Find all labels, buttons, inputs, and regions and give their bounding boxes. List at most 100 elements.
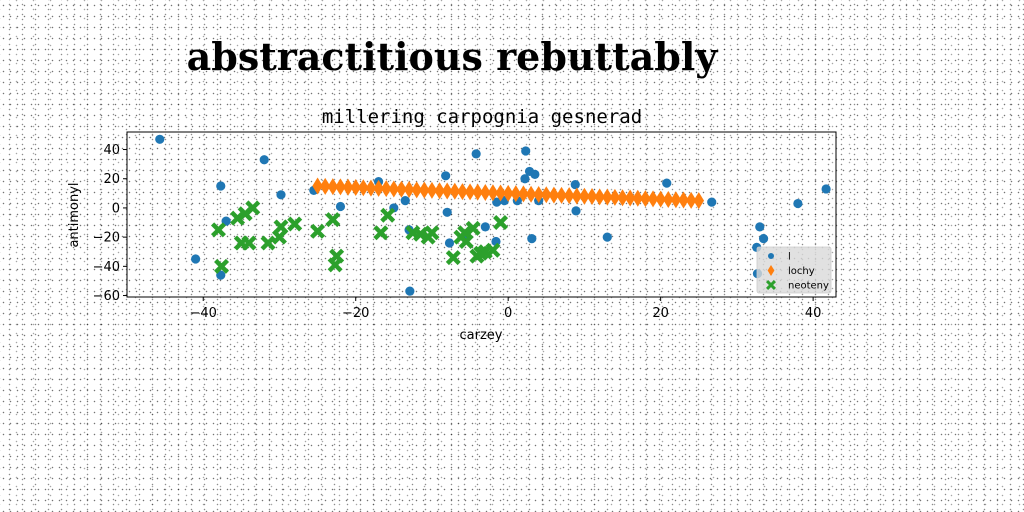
lochy-point	[396, 180, 407, 198]
neoteny-point	[214, 258, 230, 274]
neoteny-point	[373, 225, 389, 241]
lochy-point	[670, 191, 682, 209]
l-point	[821, 184, 831, 194]
lochy-point	[632, 189, 644, 207]
neoteny-point	[260, 235, 276, 251]
chart-title: millering carpognia gesnerad	[322, 106, 642, 128]
lochy-point	[312, 177, 323, 195]
l-point	[480, 222, 490, 232]
series-neoteny	[210, 200, 509, 274]
lochy-point	[655, 190, 666, 208]
lochy-point	[579, 187, 590, 205]
neoteny-point	[325, 212, 341, 228]
lochy-point	[647, 190, 659, 208]
l-point	[793, 198, 803, 209]
l-point	[758, 233, 769, 244]
lochy-point	[449, 182, 461, 200]
lochy-point	[617, 189, 628, 207]
lochy-point	[609, 188, 621, 206]
lochy-point	[556, 186, 567, 204]
lochy-point	[403, 181, 415, 199]
neoteny-point	[241, 235, 257, 251]
lochy-point	[472, 183, 483, 201]
x-tick-label: −40	[190, 306, 217, 321]
legend-label: l	[788, 252, 791, 263]
neoteny-point	[493, 215, 509, 231]
neoteny-point	[329, 248, 345, 264]
y-tick-label: 20	[103, 172, 120, 187]
legend-label: neoteny	[788, 281, 829, 292]
lochy-point	[373, 179, 384, 197]
lochy-point	[411, 181, 422, 199]
lochy-point	[358, 179, 369, 197]
lochy-point	[319, 177, 331, 195]
lochy-point	[525, 185, 537, 203]
neoteny-point	[465, 220, 481, 236]
lochy-point	[495, 184, 506, 202]
l-point	[276, 190, 286, 200]
l-point	[471, 149, 481, 159]
neoteny-point	[445, 250, 461, 266]
neoteny-point	[458, 234, 474, 250]
y-tick-label: 0	[112, 201, 120, 216]
neoteny-point	[273, 219, 289, 235]
lochy-point	[327, 178, 339, 196]
axis-ticks: −40 −20 0 20 40 −60 −40 −20 0 20 40	[93, 143, 822, 321]
lochy-point	[518, 185, 529, 203]
l-point	[442, 207, 452, 217]
l-point	[755, 222, 765, 232]
lochy-point	[464, 183, 476, 201]
l-point	[662, 178, 672, 188]
lochy-point	[678, 191, 689, 209]
l-point	[707, 197, 717, 207]
l-point	[216, 181, 226, 191]
l-point	[570, 179, 580, 190]
l-point	[400, 196, 410, 206]
lochy-point	[563, 187, 575, 205]
lochy-point	[541, 186, 552, 204]
legend-marker-lochy	[767, 265, 775, 276]
lochy-point	[571, 187, 583, 205]
y-tick-label: 40	[103, 143, 120, 158]
lochy-point	[594, 188, 605, 206]
x-tick-label: 40	[805, 306, 822, 321]
lochy-point	[365, 179, 377, 197]
l-point	[155, 134, 165, 144]
neoteny-point	[230, 210, 246, 226]
neoteny-point	[245, 200, 261, 216]
lochy-point	[441, 182, 453, 200]
lochy-point	[548, 186, 560, 204]
legend-box	[756, 246, 832, 294]
lochy-point	[533, 185, 544, 203]
l-point	[335, 201, 346, 212]
x-tick-label: 0	[504, 306, 512, 321]
neoteny-point	[485, 242, 501, 258]
plot-area	[155, 134, 831, 296]
l-point	[492, 197, 502, 207]
l-point	[191, 254, 201, 264]
y-tick-label: −40	[93, 260, 120, 275]
neoteny-point	[287, 216, 303, 232]
l-point	[602, 232, 612, 242]
lochy-point	[426, 181, 438, 199]
axes-frame	[126, 131, 837, 298]
l-point	[521, 146, 531, 156]
lochy-point	[685, 191, 697, 209]
legend-marker-neoteny	[766, 280, 776, 290]
lochy-point	[419, 181, 430, 199]
legend: l lochy neoteny	[756, 246, 832, 294]
l-point	[441, 171, 451, 181]
lochy-point	[388, 180, 400, 198]
neoteny-point	[310, 223, 326, 239]
lochy-point	[434, 182, 445, 200]
legend-marker-l	[768, 253, 774, 259]
lochy-point	[457, 183, 468, 201]
lochy-point	[640, 190, 651, 208]
neoteny-point	[380, 207, 396, 223]
l-point	[405, 286, 415, 296]
lochy-point	[510, 185, 522, 203]
l-point	[520, 174, 530, 184]
lochy-point	[602, 188, 613, 206]
l-point	[527, 233, 537, 244]
l-point	[530, 169, 540, 179]
